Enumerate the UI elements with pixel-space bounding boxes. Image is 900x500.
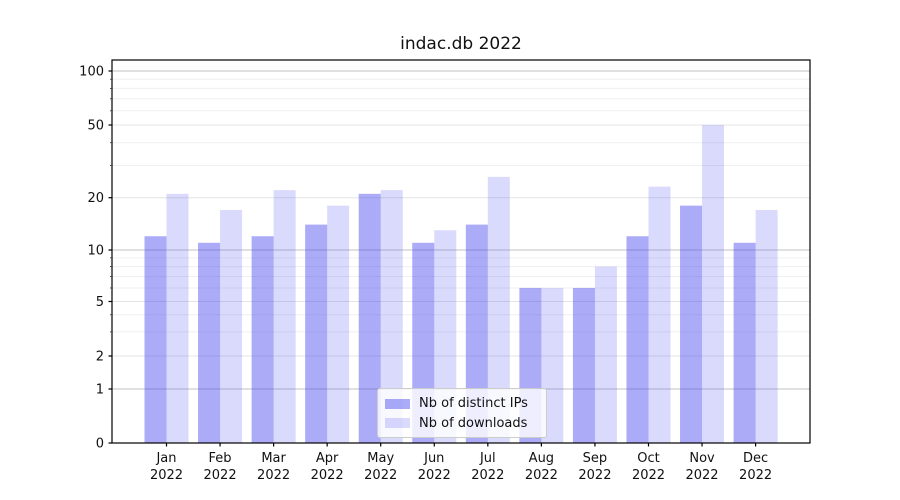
x-tick-label-month: Oct	[637, 451, 659, 466]
bar-distinct-ips-may	[358, 193, 381, 443]
bar-distinct-ips-apr	[305, 224, 328, 443]
x-tick-label-year: 2022	[257, 468, 290, 483]
x-tick-label-year: 2022	[418, 468, 451, 483]
x-tick-label-month: Jan	[155, 451, 176, 466]
bar-distinct-ips-mar	[251, 236, 274, 443]
legend: Nb of distinct IPs Nb of downloads	[377, 388, 547, 438]
bar-downloads-feb	[220, 209, 243, 443]
legend-label-distinct-ips: Nb of distinct IPs	[419, 396, 528, 412]
bar-downloads-jan	[166, 193, 189, 443]
y-tick-label: 1	[96, 383, 104, 398]
x-tick-label-month: Jul	[479, 451, 496, 466]
legend-swatch-distinct-ips	[385, 398, 410, 409]
x-tick-label-year: 2022	[364, 468, 397, 483]
bar-downloads-dec	[755, 209, 778, 443]
y-tick-label: 2	[96, 350, 104, 365]
bar-distinct-ips-oct	[626, 236, 649, 443]
legend-swatch-downloads	[385, 418, 410, 429]
x-tick-label-month: Nov	[689, 451, 715, 466]
x-tick-label-year: 2022	[685, 468, 718, 483]
x-tick-label-month: Dec	[743, 451, 768, 466]
bar-downloads-jul	[487, 176, 510, 443]
x-tick-label-year: 2022	[632, 468, 665, 483]
bar-downloads-apr	[327, 205, 350, 443]
y-tick-label: 0	[96, 437, 104, 452]
bar-downloads-mar	[273, 190, 296, 443]
bar-distinct-ips-nov	[680, 205, 703, 443]
x-tick-label-month: Jun	[423, 451, 444, 466]
y-tick-label: 5	[96, 295, 104, 310]
x-tick-label-year: 2022	[150, 468, 183, 483]
x-tick-label-month: May	[367, 451, 394, 466]
x-tick-label-month: Sep	[583, 451, 608, 466]
bar-downloads-sep	[594, 266, 617, 443]
x-tick-label-year: 2022	[739, 468, 772, 483]
legend-item-downloads: Nb of downloads	[385, 416, 537, 431]
x-tick-label-month: Apr	[316, 451, 339, 466]
plot-frame	[111, 59, 811, 444]
legend-item-distinct-ips: Nb of distinct IPs	[385, 396, 537, 411]
y-tick-label: 20	[87, 191, 104, 206]
y-tick-label: 100	[79, 65, 104, 80]
bar-distinct-ips-feb	[198, 242, 221, 443]
chart-title: indac.db 2022	[400, 34, 522, 54]
x-tick-label-year: 2022	[471, 468, 504, 483]
bar-distinct-ips-jan	[144, 236, 167, 443]
bar-distinct-ips-sep	[572, 287, 595, 443]
x-tick-label-year: 2022	[204, 468, 237, 483]
bar-distinct-ips-dec	[733, 242, 756, 443]
x-tick-label-year: 2022	[311, 468, 344, 483]
y-tick-label: 10	[87, 244, 104, 259]
legend-label-downloads: Nb of downloads	[419, 415, 528, 431]
bar-downloads-oct	[648, 186, 671, 443]
x-tick-label-year: 2022	[525, 468, 558, 483]
x-tick-label-month: Feb	[209, 451, 232, 466]
x-tick-label-month: Mar	[261, 451, 286, 466]
bar-downloads-nov	[702, 125, 725, 443]
y-tick-label: 50	[87, 119, 104, 134]
bar-downloads-may	[380, 190, 403, 443]
x-tick-label-month: Aug	[529, 451, 554, 466]
x-tick-label-year: 2022	[578, 468, 611, 483]
